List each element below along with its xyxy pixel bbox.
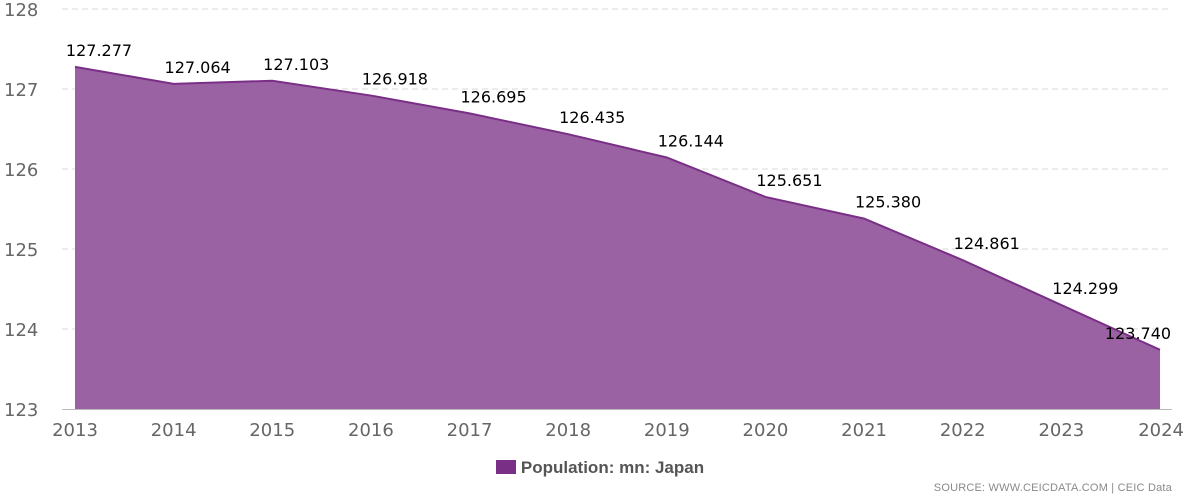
data-label: 125.651 [756, 171, 822, 190]
data-label: 126.695 [460, 87, 526, 106]
data-label: 127.277 [66, 41, 132, 60]
data-label: 126.144 [658, 131, 724, 150]
x-tick-label: 2013 [52, 420, 98, 441]
source-note: SOURCE: WWW.CEICDATA.COM | CEIC Data [933, 482, 1172, 494]
y-tick-label: 125 [4, 240, 38, 261]
data-label: 123.740 [1105, 324, 1171, 343]
y-tick-label: 127 [4, 80, 38, 101]
x-tick-label: 2017 [447, 420, 493, 441]
data-label: 124.299 [1052, 279, 1118, 298]
x-axis-ticks: 2013 2014 2015 2016 2017 2018 2019 2020 2021 2022… [52, 420, 1184, 441]
data-label: 126.435 [559, 108, 625, 127]
x-tick-label: 2020 [743, 420, 789, 441]
x-tick-label: 2014 [151, 420, 197, 441]
series-area-population [75, 66, 1160, 409]
x-tick-label: 2024 [1138, 420, 1184, 441]
y-tick-label: 126 [4, 160, 38, 181]
x-tick-label: 2023 [1038, 420, 1084, 441]
series-line-population [74, 65, 1161, 351]
data-label: 125.380 [855, 193, 921, 212]
x-tick-label: 2016 [348, 420, 394, 441]
legend[interactable]: Population: mn: Japan [0, 458, 1200, 478]
x-tick-label: 2018 [545, 420, 591, 441]
data-label: 127.103 [263, 55, 329, 74]
data-label: 127.064 [165, 58, 231, 77]
legend-swatch [495, 460, 516, 474]
data-labels: 127.277 127.064 127.103 126.918 126.695 126.4… [66, 41, 1171, 343]
data-label: 126.918 [362, 70, 428, 89]
x-tick-label: 2022 [940, 420, 986, 441]
x-tick-label: 2015 [249, 420, 295, 441]
x-tick-label: 2021 [841, 420, 887, 441]
y-axis-ticks: 123 124 125 126 127 128 [4, 0, 38, 421]
y-tick-label: 128 [4, 0, 38, 21]
legend-label: Population: mn: Japan [520, 458, 705, 477]
y-tick-label: 124 [4, 320, 38, 341]
x-tick-label: 2019 [644, 420, 690, 441]
data-label: 124.861 [954, 234, 1020, 253]
y-tick-label: 123 [4, 400, 38, 421]
